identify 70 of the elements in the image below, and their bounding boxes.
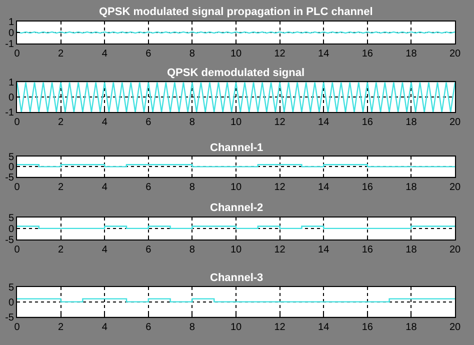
x-tick-label: 18 (406, 48, 418, 60)
y-tick-label: -1 (5, 108, 14, 119)
x-tick-label: 2 (58, 117, 64, 128)
y-tick-label: 0 (8, 162, 14, 174)
x-tick-label: 16 (362, 182, 374, 193)
x-tick-label: 12 (274, 117, 286, 128)
y-tick-label: 0 (8, 92, 14, 104)
x-tick-label: 12 (274, 244, 286, 256)
x-tick-label: 4 (102, 182, 108, 193)
x-tick-label: 20 (449, 182, 461, 193)
x-tick-label: 18 (406, 244, 418, 256)
x-tick-label: 14 (318, 322, 330, 333)
x-tick-label: 10 (230, 244, 242, 256)
x-tick-label: 16 (362, 322, 374, 333)
x-tick-label: 8 (189, 117, 196, 128)
x-tick-label: 10 (230, 182, 242, 193)
y-tick-label: -5 (5, 172, 14, 184)
x-tick-label: 12 (274, 322, 286, 333)
x-tick-label: 18 (406, 322, 418, 333)
x-tick-label: 10 (230, 48, 242, 60)
x-tick-label: 12 (274, 182, 286, 193)
x-tick-label: 6 (146, 182, 152, 193)
y-tick-label: 0 (8, 224, 14, 235)
y-tick-label: 5 (8, 212, 14, 224)
x-tick-label: 20 (449, 117, 461, 128)
x-tick-label: 10 (230, 322, 242, 333)
x-tick-label: 8 (189, 244, 196, 256)
x-tick-label: 12 (274, 48, 286, 60)
chart-title: Channel-1 (210, 142, 264, 154)
y-tick-label: 5 (8, 282, 14, 294)
x-tick-label: 4 (102, 322, 108, 333)
x-tick-label: 6 (146, 322, 152, 333)
x-tick-label: 20 (449, 322, 461, 333)
x-tick-label: 16 (362, 48, 374, 60)
x-tick-label: 14 (318, 48, 330, 60)
x-tick-label: 2 (58, 182, 64, 193)
x-tick-label: 18 (406, 182, 418, 193)
y-tick-label: -1 (5, 39, 14, 50)
x-tick-label: 8 (189, 322, 196, 333)
y-tick-label: 0 (8, 28, 14, 40)
x-tick-label: 6 (146, 244, 152, 256)
chart-title: QPSK modulated signal propagation in PLC channel (99, 6, 373, 18)
x-tick-label: 2 (58, 244, 64, 256)
x-tick-label: 16 (362, 117, 374, 128)
y-tick-label: -5 (5, 312, 14, 324)
x-tick-label: 8 (189, 182, 196, 193)
x-tick-label: 16 (362, 244, 374, 256)
x-tick-label: 8 (189, 48, 196, 60)
x-tick-label: 18 (406, 117, 418, 128)
x-tick-label: 20 (449, 48, 461, 60)
y-tick-label: 0 (8, 297, 14, 308)
chart-title: QPSK demodulated signal (167, 67, 305, 79)
x-tick-label: 4 (102, 117, 108, 128)
x-tick-label: 6 (146, 48, 152, 60)
x-tick-label: 14 (318, 182, 330, 193)
x-tick-label: 2 (58, 48, 64, 60)
x-tick-label: 20 (449, 244, 461, 256)
x-tick-label: 10 (230, 117, 242, 128)
x-tick-label: 4 (102, 48, 108, 60)
y-tick-label: -5 (5, 235, 14, 246)
x-tick-label: 6 (146, 117, 152, 128)
x-tick-label: 14 (318, 117, 330, 128)
y-tick-label: 5 (8, 152, 14, 164)
chart-title: Channel-3 (210, 272, 264, 284)
x-tick-label: 14 (318, 244, 330, 256)
x-tick-label: 4 (102, 244, 108, 256)
chart-title: Channel-2 (210, 202, 264, 214)
x-tick-label: 2 (58, 322, 64, 333)
y-tick-label: 1 (8, 16, 14, 28)
y-tick-label: 1 (8, 78, 14, 89)
